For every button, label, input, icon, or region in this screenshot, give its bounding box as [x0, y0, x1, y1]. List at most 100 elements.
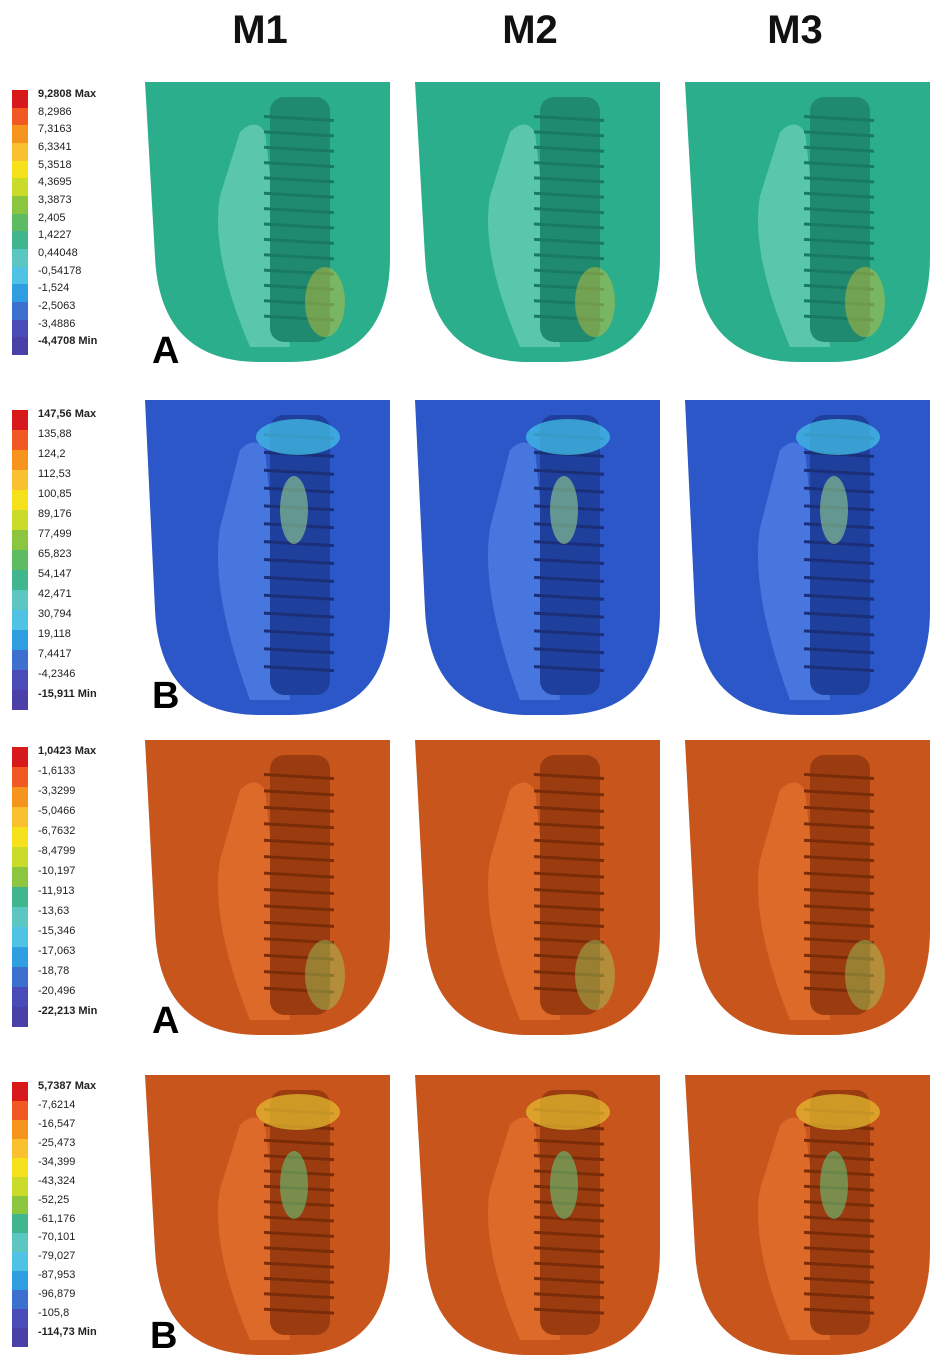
implant-thread: [264, 222, 334, 230]
legend-swatch: [12, 142, 28, 161]
legend-label: -70,101: [38, 1231, 76, 1244]
implant-thread: [264, 145, 334, 153]
stress-hotspot: [845, 267, 885, 337]
row-label: B: [152, 675, 180, 717]
legend-swatch: [12, 610, 28, 630]
legend-label: -15,346: [38, 925, 76, 937]
implant-thread: [534, 575, 604, 583]
implant-thread: [804, 937, 874, 945]
legend-label: 77,499: [38, 528, 72, 540]
legend-label: -43,324: [38, 1174, 76, 1187]
implant-thread: [534, 805, 604, 813]
implant-thread: [534, 283, 604, 291]
legend-swatch: [12, 178, 28, 196]
implant-thread: [804, 468, 874, 476]
legend-label: -1,6133: [38, 765, 76, 777]
stress-highlight: [796, 419, 880, 455]
implant-thread: [804, 1215, 874, 1223]
implant-thread: [534, 855, 604, 863]
implant-thread: [534, 970, 604, 978]
legend-swatch: [12, 967, 28, 987]
implant-thread: [534, 115, 604, 122]
legend-swatch: [12, 213, 28, 232]
implant-thread: [804, 1246, 874, 1254]
fea-panel-m3: [680, 82, 935, 367]
implant-thread: [534, 920, 604, 928]
legend-label: -6,7632: [38, 825, 76, 837]
implant-thread: [264, 593, 334, 601]
stress-hotspot: [305, 940, 345, 1010]
implant-thread: [534, 540, 604, 548]
legend-label: 5,7387 Max: [38, 1080, 97, 1092]
implant-body: [540, 97, 600, 342]
legend-label: 7,4417: [38, 648, 72, 660]
legend-color-bar: [12, 90, 28, 355]
legend-label: 100,85: [38, 488, 72, 500]
implant-thread: [804, 575, 874, 583]
implant-thread: [534, 161, 604, 169]
implant-thread: [264, 1307, 334, 1315]
stress-highlight: [796, 1094, 880, 1130]
implant-thread: [804, 130, 874, 138]
implant-thread: [804, 253, 874, 261]
row-label: A: [152, 330, 180, 372]
legend-label: 0,44048: [38, 247, 78, 259]
implant-thread: [264, 207, 334, 215]
legend-swatch: [12, 1138, 28, 1158]
legend-swatch: [12, 530, 28, 550]
implant-thread: [534, 1261, 604, 1269]
legend-swatch: [12, 670, 28, 690]
legend-swatch: [12, 927, 28, 947]
legend-label: 8,2986: [38, 105, 72, 118]
implant-thread: [804, 871, 874, 879]
implant-thread: [804, 855, 874, 863]
implant-thread: [804, 207, 874, 215]
implant-thread: [534, 822, 604, 830]
implant-thread: [264, 937, 334, 945]
implant-thread: [804, 268, 874, 276]
implant-thread: [534, 1246, 604, 1254]
implant-thread: [804, 1138, 874, 1146]
stress-hotspot: [280, 1151, 308, 1219]
implant-thread: [804, 953, 874, 961]
implant-thread: [804, 115, 874, 122]
legend-swatch: [12, 1252, 28, 1272]
fea-panel-m1: [140, 400, 395, 720]
legend-label: 42,471: [38, 588, 72, 600]
legend-swatch: [12, 410, 28, 430]
legend-swatch: [12, 907, 28, 927]
fea-panel-m3: [680, 1075, 935, 1360]
legend-label: -114,73 Min: [38, 1326, 97, 1339]
implant-thread: [264, 855, 334, 863]
stress-hotspot: [820, 1151, 848, 1219]
implant-thread: [534, 191, 604, 199]
legend-swatch: [12, 570, 28, 590]
implant-thread: [264, 665, 334, 673]
fea-panel-m3: [680, 400, 935, 720]
implant-thread: [534, 1138, 604, 1146]
legend-label: 7,3163: [38, 123, 72, 136]
implant-body: [270, 755, 330, 1015]
column-header-m2: M2: [502, 8, 558, 52]
stress-highlight: [526, 419, 610, 455]
legend-swatch: [12, 550, 28, 570]
legend-label: -15,911 Min: [38, 688, 97, 700]
implant-thread: [534, 145, 604, 153]
implant-thread: [264, 191, 334, 199]
legend-label: 54,147: [38, 568, 72, 580]
legend-label: -17,063: [38, 945, 76, 957]
legend-label: -3,4886: [38, 317, 76, 330]
legend-label: -25,473: [38, 1136, 76, 1149]
legend-label: 30,794: [38, 608, 72, 620]
legend-label: -13,63: [38, 905, 70, 917]
implant-thread: [264, 1276, 334, 1284]
legend-swatch: [12, 1290, 28, 1310]
implant-thread: [534, 130, 604, 138]
legend-swatch: [12, 650, 28, 670]
implant-thread: [804, 540, 874, 548]
stress-hotspot: [845, 940, 885, 1010]
legend-label: 89,176: [38, 508, 72, 520]
fea-panel-m2: [410, 400, 665, 720]
legend-label: -5,0466: [38, 805, 76, 817]
implant-thread: [264, 468, 334, 476]
